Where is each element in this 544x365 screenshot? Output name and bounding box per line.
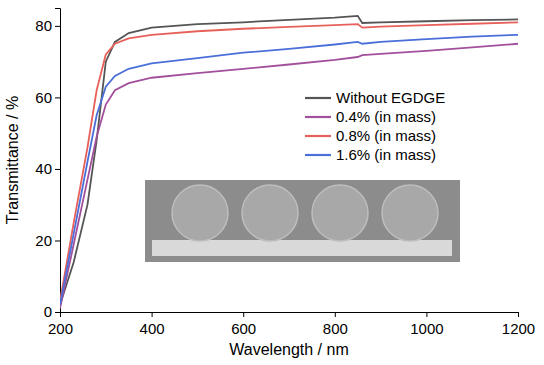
- inset-photo: [145, 180, 460, 262]
- x-tick-label: 400: [140, 320, 165, 337]
- x-tick-mark: [243, 312, 244, 317]
- y-tick-mark: [55, 240, 60, 241]
- plot: 200 400 600 800 1000 1200 0 20 40 60 80 Without EGD…: [35, 9, 535, 337]
- legend-item: 0.8% (in mass): [305, 127, 436, 144]
- x-tick: 1200: [502, 312, 535, 337]
- series-line: [60, 16, 518, 305]
- x-axis: 200 400 600 800 1000 1200: [48, 312, 535, 337]
- x-tick: 1000: [410, 312, 443, 337]
- legend-label: Without EGDGE: [336, 89, 445, 106]
- y-axis-line: [55, 9, 61, 313]
- y-tick-label: 60: [35, 89, 52, 106]
- inset-disc: [172, 185, 228, 241]
- y-axis: 0 20 40 60 80: [35, 9, 60, 321]
- x-axis-line: [61, 313, 519, 318]
- legend-label: 0.4% (in mass): [336, 108, 436, 125]
- x-tick-label: 200: [48, 320, 73, 337]
- y-tick-label: 20: [35, 232, 52, 249]
- y-tick-mark: [55, 169, 60, 170]
- inset-disc: [382, 185, 438, 241]
- y-tick: 80: [35, 17, 60, 34]
- y-tick: 0: [44, 303, 60, 320]
- legend-label: 0.8% (in mass): [336, 127, 436, 144]
- y-tick: 20: [35, 232, 60, 249]
- series-line: [60, 35, 518, 305]
- y-tick: 60: [35, 89, 60, 106]
- x-tick-label: 1200: [502, 320, 535, 337]
- y-tick: 40: [35, 160, 60, 177]
- x-tick-mark: [152, 312, 153, 317]
- y-tick-mark: [55, 97, 60, 98]
- legend-label: 1.6% (in mass): [336, 146, 436, 163]
- x-tick-mark: [518, 312, 519, 317]
- legend-item: 0.4% (in mass): [305, 108, 436, 125]
- series-line: [60, 44, 518, 309]
- inset-background: [145, 180, 460, 262]
- inset-ruler: [152, 240, 452, 256]
- y-tick-mark: [55, 312, 60, 313]
- x-tick-label: 600: [231, 320, 256, 337]
- inset-disc: [312, 185, 368, 241]
- y-tick-mark: [55, 26, 60, 27]
- legend-item: Without EGDGE: [305, 89, 445, 106]
- x-axis-title: Wavelength / nm: [229, 341, 348, 358]
- legend-swatch: [305, 97, 331, 99]
- legend-item: 1.6% (in mass): [305, 146, 436, 163]
- legend-swatch: [305, 135, 331, 137]
- y-axis-title: Transmittance / %: [4, 96, 21, 224]
- x-tick: 400: [140, 312, 165, 337]
- y-tick-label: 40: [35, 160, 52, 177]
- x-tick-label: 800: [323, 320, 348, 337]
- series-line: [60, 22, 518, 301]
- lines: [60, 16, 518, 309]
- x-tick: 600: [231, 312, 256, 337]
- legend-swatch: [305, 116, 331, 118]
- x-tick-mark: [335, 312, 336, 317]
- x-tick: 800: [323, 312, 348, 337]
- y-tick-label: 0: [44, 303, 52, 320]
- x-tick-mark: [426, 312, 427, 317]
- legend: Without EGDGE 0.4% (in mass) 0.8% (in mass…: [305, 89, 445, 163]
- legend-swatch: [305, 154, 331, 156]
- inset-disc: [242, 185, 298, 241]
- y-tick-label: 80: [35, 17, 52, 34]
- chart: 200 400 600 800 1000 1200 0 20 40 60 80 Without EGD…: [0, 0, 544, 365]
- x-tick-label: 1000: [410, 320, 443, 337]
